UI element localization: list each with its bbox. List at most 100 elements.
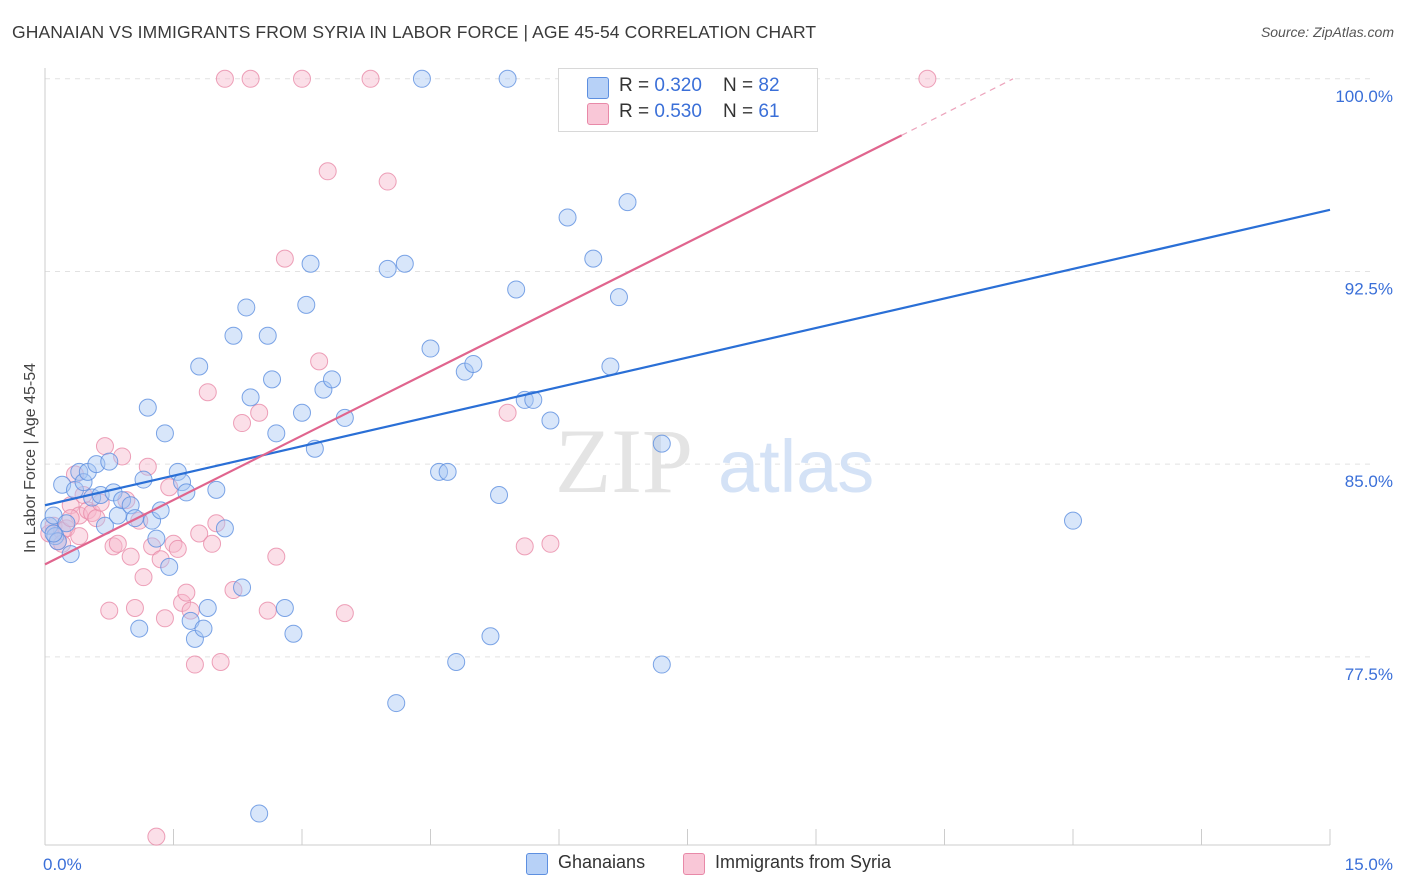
data-point — [190, 357, 209, 376]
data-point — [147, 529, 166, 548]
data-point — [1064, 511, 1082, 530]
watermark-zip: ZIP — [555, 410, 693, 512]
data-point — [447, 652, 466, 671]
data-point — [652, 655, 671, 674]
data-point — [293, 403, 311, 422]
watermark-atlas: atlas — [718, 425, 874, 508]
data-point — [267, 547, 286, 566]
data-point — [421, 339, 440, 358]
legend-swatch-pink — [587, 103, 609, 125]
data-point — [481, 627, 500, 646]
data-point — [918, 69, 937, 88]
data-point — [241, 388, 260, 407]
tick-labels: 100.0% 92.5% 85.0% 77.5% 0.0% 15.0% — [43, 87, 1393, 874]
x-tick-label: 0.0% — [43, 855, 82, 874]
data-point — [498, 403, 517, 422]
data-point — [250, 403, 269, 422]
legend-n-label: N = — [723, 75, 759, 96]
legend-label: Immigrants from Syria — [715, 852, 892, 872]
data-point — [211, 652, 230, 671]
data-point — [46, 527, 65, 546]
y-tick-label: 92.5% — [1345, 279, 1393, 298]
x-tick-label: 15.0% — [1345, 855, 1393, 874]
data-point — [490, 485, 509, 504]
data-point — [113, 491, 132, 510]
y-tick-label: 100.0% — [1335, 87, 1393, 106]
legend-n-value: 61 — [758, 101, 780, 122]
data-point — [155, 424, 174, 443]
data-point — [207, 514, 226, 533]
data-point — [258, 326, 277, 345]
data-point — [70, 527, 89, 546]
data-point — [57, 514, 76, 533]
data-point — [395, 254, 414, 273]
data-point — [601, 357, 620, 376]
data-point — [618, 193, 637, 212]
data-point — [168, 539, 187, 558]
legend-r-label: R = — [619, 75, 655, 96]
correlation-legend: R = 0.320 N = 82 R = 0.530 N = 61 — [558, 68, 818, 132]
data-point — [507, 280, 526, 299]
data-point — [464, 354, 483, 373]
data-point — [387, 694, 406, 713]
legend-n-value: 82 — [758, 75, 780, 96]
trend-line-syria — [44, 134, 903, 566]
data-point — [134, 568, 153, 587]
data-point — [541, 411, 560, 430]
data-point — [100, 452, 119, 471]
data-point — [241, 69, 260, 88]
data-point — [524, 390, 543, 409]
axes — [44, 68, 1331, 846]
data-point — [44, 524, 63, 543]
legend-swatch-blue — [526, 853, 548, 875]
data-point — [310, 352, 329, 371]
data-point — [100, 601, 119, 620]
legend-r-value: 0.320 — [654, 75, 702, 96]
source-credit: Source: ZipAtlas.com — [1260, 24, 1394, 40]
y-tick-label: 85.0% — [1345, 472, 1393, 491]
data-point — [130, 619, 149, 638]
legend-swatch-blue — [587, 77, 609, 99]
data-point — [194, 619, 213, 638]
data-point — [609, 288, 628, 307]
data-point — [177, 583, 196, 602]
data-point — [160, 557, 179, 576]
data-point — [275, 249, 294, 268]
data-point — [378, 172, 397, 191]
data-point — [652, 434, 671, 453]
data-point — [215, 519, 234, 538]
legend-r-value: 0.530 — [654, 101, 702, 122]
data-point — [108, 534, 127, 553]
data-point — [438, 462, 457, 481]
data-point — [237, 298, 256, 317]
data-point — [284, 624, 303, 643]
data-point — [233, 578, 252, 597]
data-point — [198, 383, 217, 402]
data-point — [361, 69, 380, 88]
trend-lines — [44, 78, 1331, 566]
data-point — [584, 249, 603, 268]
data-point — [95, 437, 114, 456]
data-point — [147, 827, 166, 846]
data-point — [181, 601, 200, 620]
data-point — [498, 69, 517, 88]
legend-swatch-pink — [683, 853, 705, 875]
data-point — [378, 259, 397, 278]
legend-label: Ghanaians — [558, 852, 646, 872]
data-point — [541, 534, 560, 553]
data-point — [121, 547, 140, 566]
data-point — [74, 473, 93, 492]
legend-r-label: R = — [619, 101, 655, 122]
data-point — [224, 326, 243, 345]
data-point — [275, 599, 294, 618]
data-point — [301, 254, 320, 273]
grid-lines — [45, 78, 1370, 658]
data-point — [297, 295, 316, 314]
data-point — [267, 424, 286, 443]
legend-n-label: N = — [723, 101, 759, 122]
y-tick-label: 77.5% — [1345, 665, 1393, 684]
data-point — [515, 537, 534, 556]
data-point — [91, 493, 110, 512]
data-point — [203, 534, 222, 553]
